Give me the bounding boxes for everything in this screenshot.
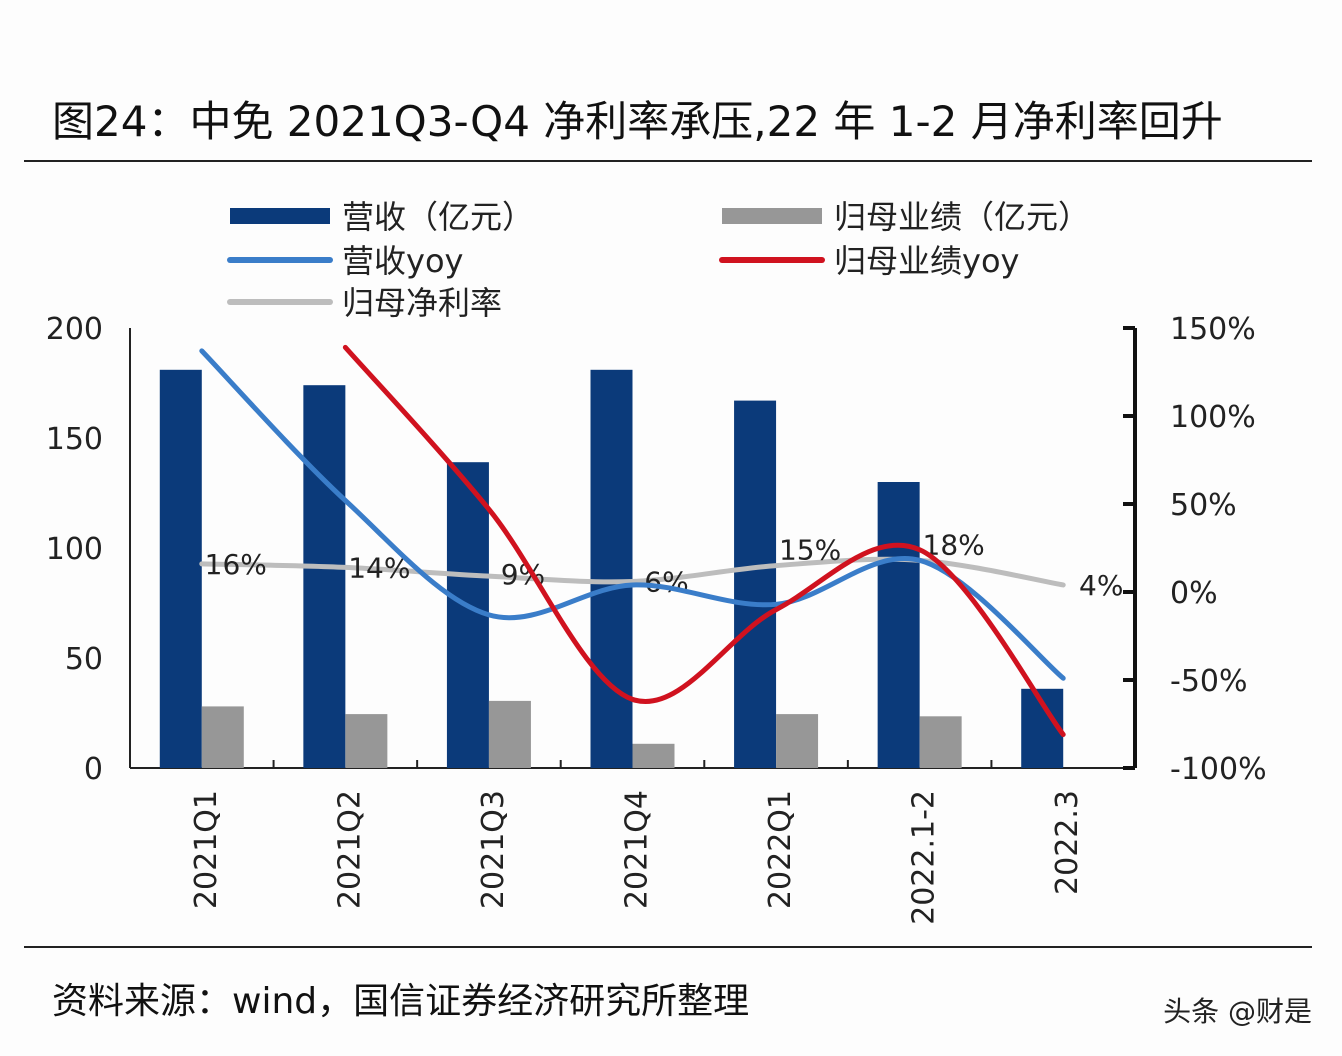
net-margin-data-label: 15% <box>779 534 841 567</box>
revenue-bar <box>159 369 202 768</box>
x-tick-label: 2021Q2 <box>332 790 367 909</box>
right-tick-label: -50% <box>1170 664 1248 699</box>
x-tick-label: 2022Q1 <box>763 790 798 909</box>
net-profit-bar <box>632 743 675 768</box>
x-tick-label: 2022.1-2 <box>907 790 942 925</box>
net-margin-data-label: 4% <box>1079 569 1123 602</box>
figure-title: 图24：中免 2021Q3-Q4 净利率承压,22 年 1-2 月净利率回升 <box>52 97 1223 146</box>
legend-label: 归母业绩（亿元） <box>834 198 1090 236</box>
net-profit-bar <box>488 700 531 768</box>
net-profit-yoy-line <box>342 344 1066 738</box>
net-margin-data-label: 16% <box>205 548 267 581</box>
right-tick-label: 0% <box>1170 576 1218 611</box>
x-tick-label: 2022.3 <box>1050 790 1085 895</box>
left-tick-label: 100 <box>46 532 103 567</box>
x-tick-label: 2021Q3 <box>476 790 511 909</box>
revenue-bar <box>590 369 633 768</box>
left-tick-label: 150 <box>46 422 103 457</box>
x-tick-label: 2021Q4 <box>620 790 655 909</box>
right-tick-label: 50% <box>1170 488 1237 523</box>
bottom-divider <box>24 946 1312 948</box>
revenue-yoy-line <box>199 348 1066 681</box>
net-profit-bar <box>345 714 388 768</box>
net-margin-data-label: 14% <box>348 551 410 584</box>
legend-swatch <box>230 208 330 224</box>
legend-label: 归母净利率 <box>342 284 502 322</box>
right-tick-label: 150% <box>1170 312 1256 347</box>
net-profit-bar <box>201 706 244 768</box>
legend-label: 营收yoy <box>342 242 463 280</box>
source-note: 资料来源：wind，国信证券经济研究所整理 <box>52 981 750 1022</box>
left-tick-label: 50 <box>65 642 103 677</box>
left-tick-label: 0 <box>84 752 103 787</box>
left-tick-label: 200 <box>46 312 103 347</box>
revenue-bar <box>734 400 777 768</box>
net-profit-bar <box>776 714 819 768</box>
legend-label: 营收（亿元） <box>342 198 534 236</box>
watermark: 头条 @财是 <box>1163 995 1312 1028</box>
legend-label: 归母业绩yoy <box>834 242 1019 280</box>
top-divider <box>24 160 1312 162</box>
revenue-bar <box>877 482 920 768</box>
right-tick-label: -100% <box>1170 752 1267 787</box>
x-tick-label: 2021Q1 <box>189 790 224 909</box>
right-tick-label: 100% <box>1170 400 1256 435</box>
revenue-bar <box>303 385 346 768</box>
net-profit-bar <box>919 716 962 768</box>
legend-swatch <box>722 208 822 224</box>
net-margin-data-label: 6% <box>644 565 688 598</box>
